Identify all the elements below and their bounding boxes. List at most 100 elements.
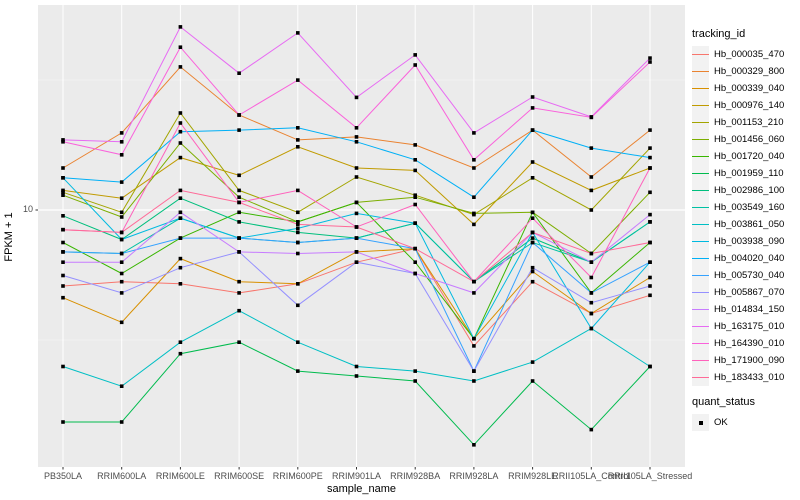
legend-item-Hb_002986_100[interactable]: Hb_002986_100 xyxy=(692,182,800,199)
legend-key-line-icon xyxy=(692,139,709,140)
data-point xyxy=(237,188,241,193)
data-point xyxy=(354,374,359,378)
data-point xyxy=(530,95,535,99)
legend-item-Hb_183433_010[interactable]: Hb_183433_010 xyxy=(692,369,800,386)
data-point xyxy=(413,369,417,373)
legend-item-Hb_000329_800[interactable]: Hb_000329_800 xyxy=(692,63,800,80)
data-point xyxy=(413,260,417,264)
x-tick-label: RRIM600LE xyxy=(156,471,205,481)
data-point xyxy=(296,222,300,227)
data-point xyxy=(119,237,124,242)
legend-item-label: OK xyxy=(714,417,728,428)
data-point xyxy=(472,379,476,383)
legend-key-line-icon xyxy=(692,71,709,72)
legend-key-line-icon xyxy=(692,173,709,174)
legend-key-box xyxy=(692,369,709,386)
data-point xyxy=(413,202,417,207)
data-point xyxy=(472,291,476,295)
data-point xyxy=(61,260,65,264)
data-point xyxy=(178,155,183,160)
legend-item-Hb_000976_140[interactable]: Hb_000976_140 xyxy=(692,97,800,114)
data-point xyxy=(354,260,359,264)
legend: tracking_id Hb_000035_470 Hb_000329_800 Hb… xyxy=(692,28,800,431)
legend-item-Hb_003938_090[interactable]: Hb_003938_090 xyxy=(692,233,800,250)
data-point xyxy=(589,427,594,432)
legend-item-Hb_003861_050[interactable]: Hb_003861_050 xyxy=(692,216,800,233)
data-point xyxy=(178,45,183,49)
legend-item-label: Hb_004020_040 xyxy=(714,253,785,264)
legend-item-Hb_005730_040[interactable]: Hb_005730_040 xyxy=(692,267,800,284)
data-point xyxy=(61,240,65,245)
data-point xyxy=(354,135,359,139)
data-point xyxy=(413,221,417,225)
data-point xyxy=(296,138,300,142)
legend-key-line-icon xyxy=(692,343,709,344)
data-point xyxy=(472,336,476,341)
legend-item-Hb_014834_150[interactable]: Hb_014834_150 xyxy=(692,301,800,318)
data-point xyxy=(648,155,652,160)
legend-item-Hb_001959_110[interactable]: Hb_001959_110 xyxy=(692,165,800,182)
data-point xyxy=(178,210,183,215)
legend-item-label: Hb_001720_040 xyxy=(714,151,785,162)
data-point xyxy=(237,200,241,205)
data-point xyxy=(119,384,124,388)
data-point xyxy=(237,250,241,254)
legend-key-line-icon xyxy=(692,105,709,106)
data-point xyxy=(119,260,124,264)
legend-item-Hb_171900_090[interactable]: Hb_171900_090 xyxy=(692,352,800,369)
legend-item-Hb_001720_040[interactable]: Hb_001720_040 xyxy=(692,148,800,165)
legend-item-Hb_004020_040[interactable]: Hb_004020_040 xyxy=(692,250,800,267)
data-point xyxy=(237,128,241,132)
data-point xyxy=(354,200,359,205)
data-point xyxy=(178,216,183,220)
legend-key-line-icon xyxy=(692,88,709,89)
data-point xyxy=(61,214,65,218)
data-point xyxy=(237,279,241,284)
data-point xyxy=(61,190,65,195)
data-point xyxy=(413,193,417,197)
black-square-point-icon xyxy=(698,420,703,425)
legend-item-Hb_000035_470[interactable]: Hb_000035_470 xyxy=(692,46,800,63)
legend-item-Hb_000339_040[interactable]: Hb_000339_040 xyxy=(692,80,800,97)
legend-key-box xyxy=(692,199,709,216)
legend-key-box xyxy=(692,63,709,80)
data-point xyxy=(648,293,652,298)
data-point xyxy=(354,166,359,170)
data-point xyxy=(472,279,476,284)
data-point xyxy=(178,188,183,193)
panel-background xyxy=(38,5,685,467)
data-point xyxy=(472,369,476,373)
legend-key-line-icon xyxy=(692,309,709,310)
legend-item-Hb_001153_210[interactable]: Hb_001153_210 xyxy=(692,114,800,131)
data-point xyxy=(354,211,359,216)
legend-title-quant-status: quant_status xyxy=(692,396,755,408)
x-tick-label: PB350LA xyxy=(44,471,82,481)
legend-item-Hb_164390_010[interactable]: Hb_164390_010 xyxy=(692,335,800,352)
legend-key-line-icon xyxy=(692,258,709,259)
legend-item-label: Hb_001456_060 xyxy=(714,134,785,145)
x-tick-label: RRIM928LA xyxy=(449,471,498,481)
data-point xyxy=(296,210,300,215)
legend-item-ok[interactable]: OK xyxy=(692,414,800,431)
legend-item-Hb_163175_010[interactable]: Hb_163175_010 xyxy=(692,318,800,335)
x-tick-label: RRIM600SE xyxy=(214,471,264,481)
data-point xyxy=(530,360,535,364)
legend-item-Hb_005867_070[interactable]: Hb_005867_070 xyxy=(692,284,800,301)
data-point xyxy=(61,193,65,197)
data-point xyxy=(61,420,65,424)
data-point xyxy=(178,351,183,356)
data-point xyxy=(413,379,417,383)
legend-key-box xyxy=(692,216,709,233)
data-point xyxy=(589,326,594,331)
data-point xyxy=(530,269,535,274)
x-tick-label: RRIM600LA xyxy=(97,471,146,481)
legend-item-Hb_003549_160[interactable]: Hb_003549_160 xyxy=(692,199,800,216)
data-point xyxy=(296,251,300,256)
data-point xyxy=(530,265,535,270)
legend-item-Hb_001456_060[interactable]: Hb_001456_060 xyxy=(692,131,800,148)
legend-item-label: Hb_000339_040 xyxy=(714,83,785,94)
legend-item-label: Hb_003861_050 xyxy=(714,219,785,230)
legend-item-label: Hb_001959_110 xyxy=(714,168,784,179)
data-point xyxy=(413,246,417,251)
